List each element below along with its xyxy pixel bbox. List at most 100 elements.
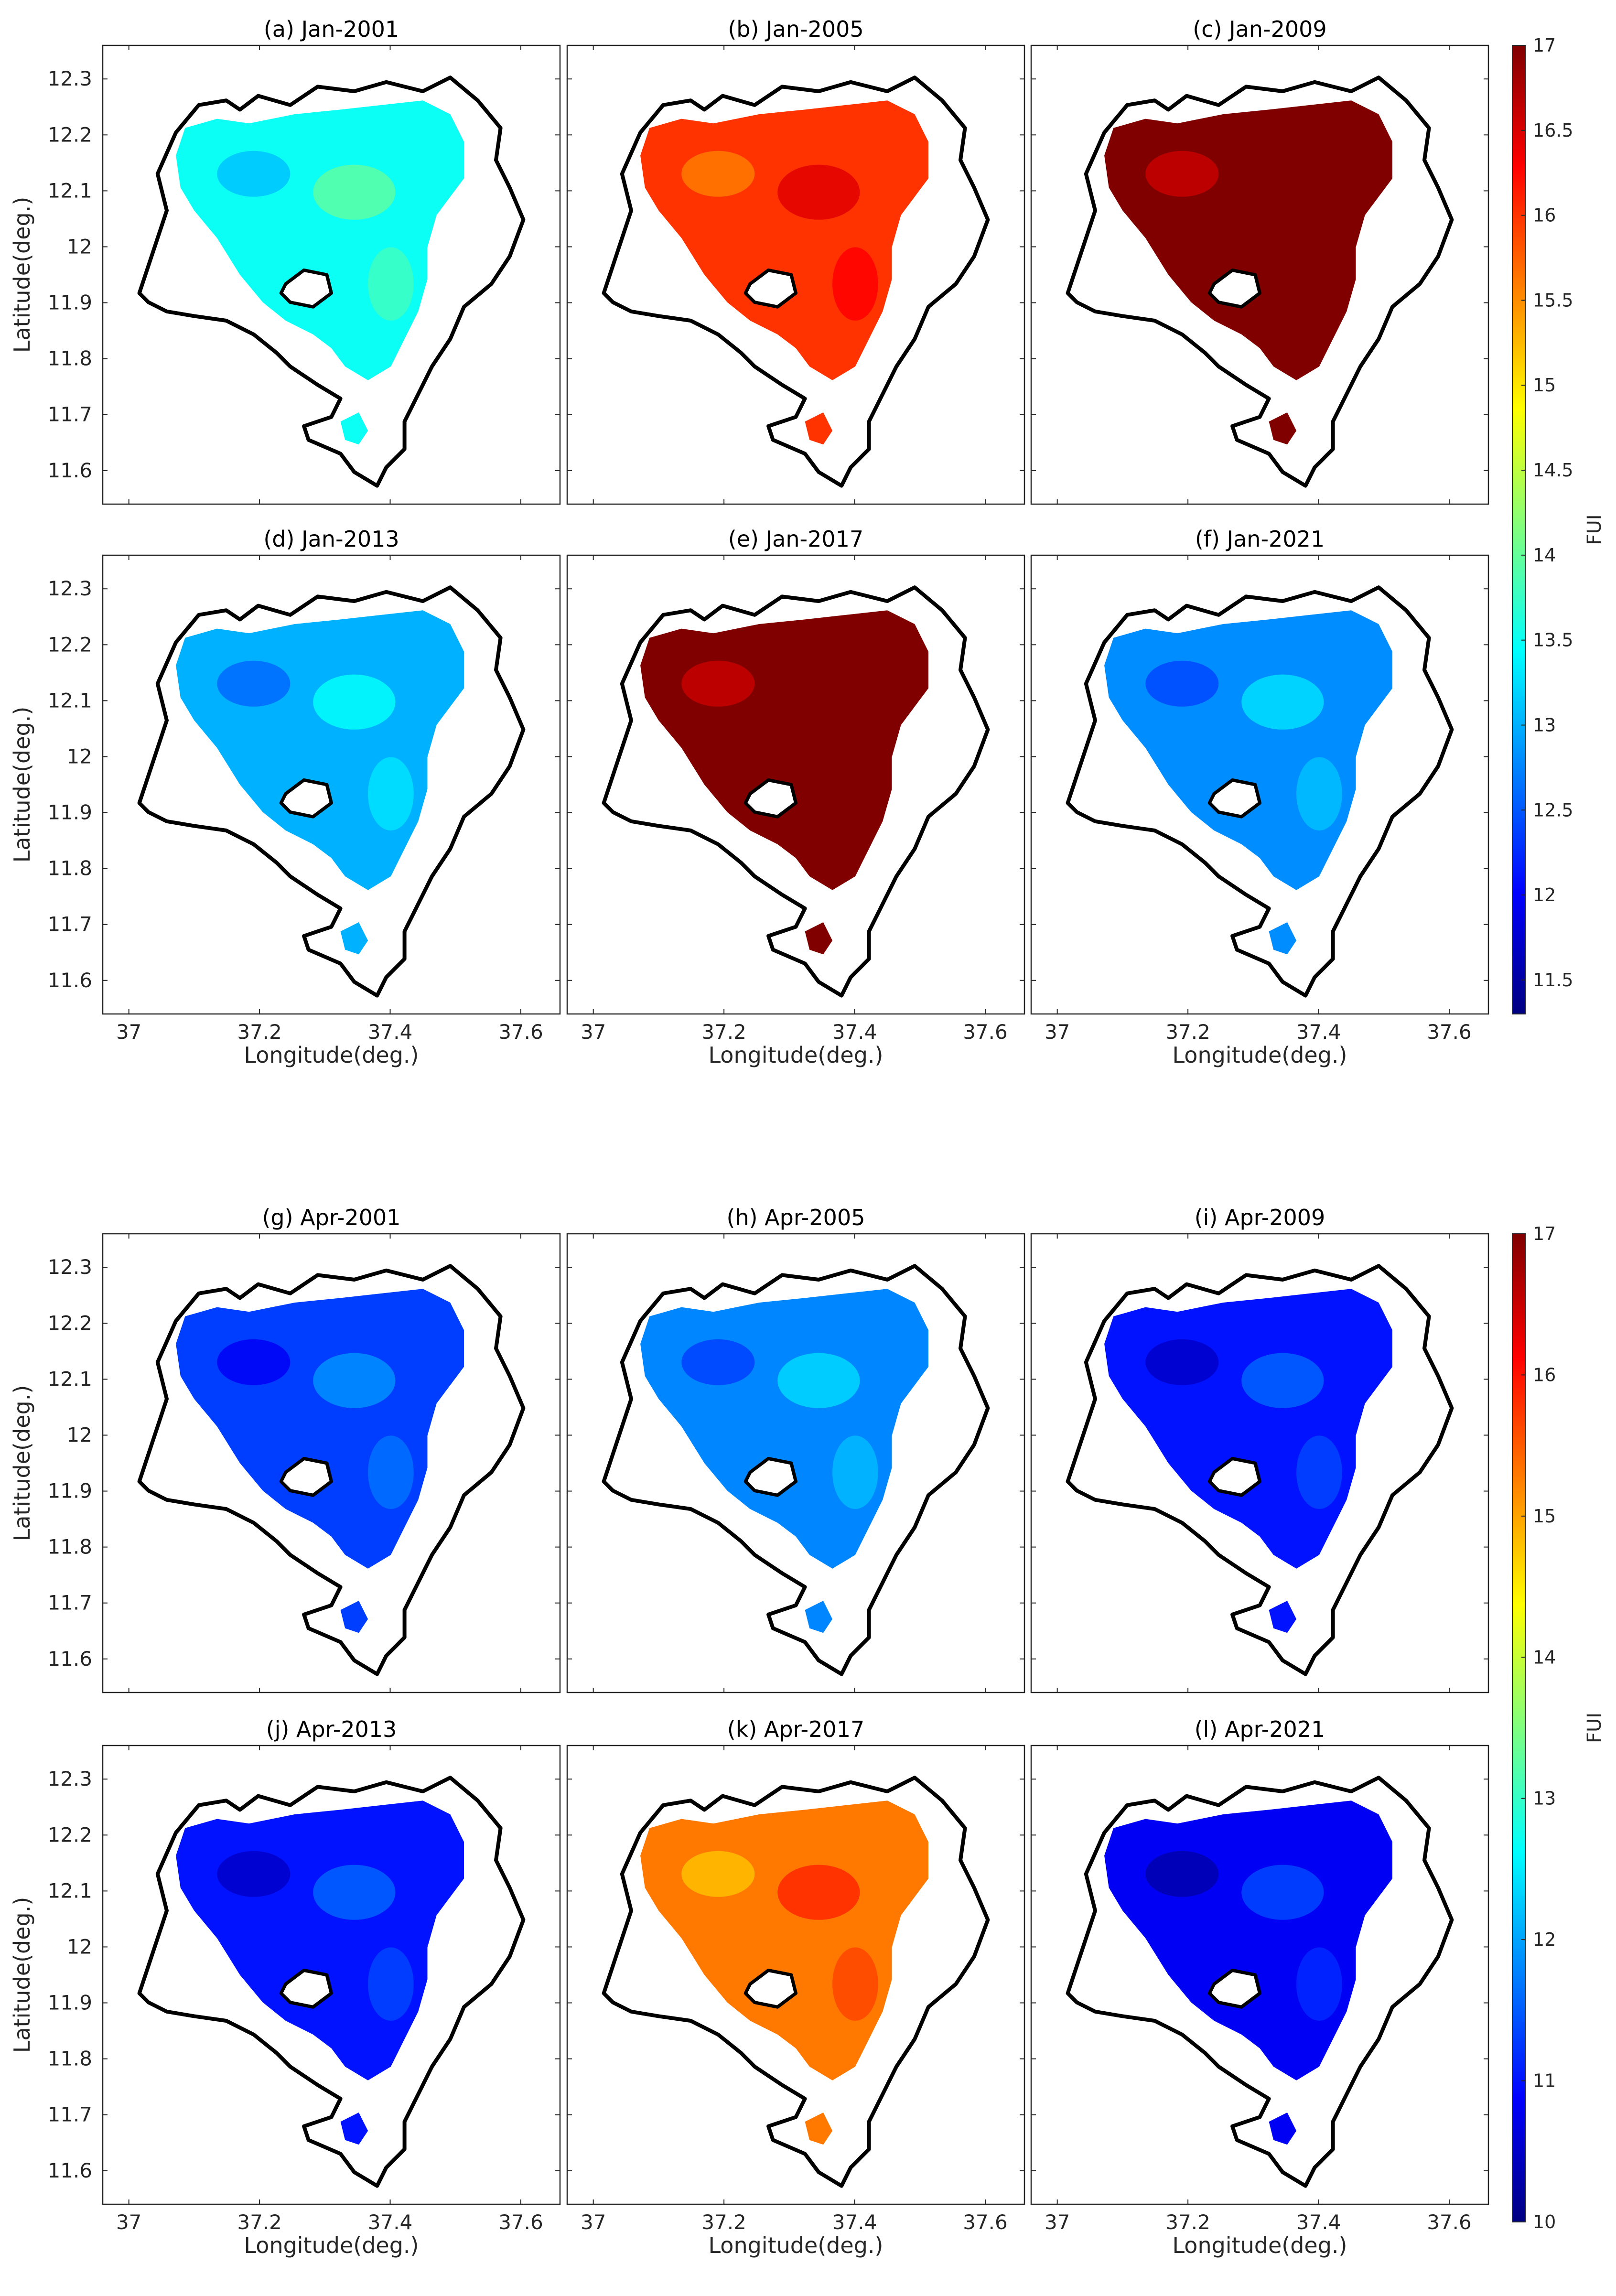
fui-patch [313, 1353, 396, 1408]
y-tick-label: 12 [67, 744, 92, 768]
panel-title: (k) Apr-2017 [727, 1716, 864, 1742]
island-outline [1207, 1456, 1261, 1497]
lake-boundary-outline [602, 1264, 990, 1676]
y-tick-label: 12.2 [47, 633, 92, 656]
x-axis-label: Longitude(deg.) [708, 2232, 883, 2258]
panel-title: (i) Apr-2009 [1195, 1205, 1325, 1230]
x-axis-label: Longitude(deg.) [244, 1042, 419, 1068]
colorbar-january: 17 16.5 16 15.5 15 14.5 14 13.5 13 12.5 12 11.5 FUI [1512, 35, 1605, 1014]
panel-title: (c) Jan-2009 [1193, 16, 1326, 42]
y-tick-label: 12.1 [47, 689, 92, 712]
panel-h: (h) Apr-2005 [566, 1205, 1025, 1693]
y-tick-label: 11.8 [47, 1535, 92, 1559]
fui-patch [1241, 1353, 1324, 1408]
x-tick-label: 37.4 [368, 1020, 413, 1044]
fui-patch [832, 1435, 878, 1509]
fui-patch [1145, 1851, 1219, 1897]
lake-boundary-outline [137, 1264, 526, 1676]
fui-patch [217, 660, 291, 707]
island-outline [279, 778, 333, 819]
y-tick-label: 11.8 [47, 857, 92, 880]
fui-bay-patch [805, 1601, 833, 1633]
x-tick-label: 37 [116, 1020, 141, 1044]
fui-patch [313, 164, 396, 220]
fui-patch [313, 674, 396, 730]
fui-patch [832, 1947, 878, 2021]
x-tick-label: 37.6 [1427, 1020, 1472, 1044]
colorbar-tick-label: 15 [1533, 375, 1556, 396]
y-tick-label: 12.1 [47, 1879, 92, 1902]
panel-g: (g) Apr-2001 12.3 12.2 12.1 12 11.9 11.8 11.7 11… [9, 1205, 561, 1693]
fui-patch [832, 757, 878, 830]
colorbar-gradient [1512, 1233, 1526, 2222]
y-tick-label: 11.9 [47, 291, 92, 314]
fui-patch [313, 1865, 396, 1920]
colorbar-tick-label: 10 [1533, 2211, 1556, 2232]
panel-a: (a) Jan-2001 12.3 12.2 12.1 12 11.9 11.8 11.7 11… [9, 16, 561, 505]
fui-patch [1145, 151, 1219, 197]
colorbar-gradient [1512, 45, 1526, 1014]
fui-bay-patch [805, 922, 833, 955]
x-tick-label: 37 [1045, 1020, 1070, 1044]
panel-title: (b) Jan-2005 [728, 16, 863, 42]
fui-patch [1296, 247, 1342, 321]
y-axis-label: Latitude(deg.) [9, 1385, 35, 1541]
fui-patch [1296, 757, 1342, 830]
island-outline [743, 778, 797, 819]
colorbar-tick-label: 16 [1533, 205, 1556, 226]
lake-boundary-outline [1066, 1776, 1454, 2188]
y-axis-label: Latitude(deg.) [9, 197, 35, 353]
x-tick-label: 37.6 [498, 2210, 543, 2234]
island-outline [279, 1456, 333, 1497]
colorbar-label: FUI [1584, 1713, 1605, 1743]
y-tick-label: 12 [67, 1935, 92, 1958]
colorbar-tick-label: 13.5 [1533, 630, 1573, 651]
fui-patch [368, 247, 414, 321]
fui-patch [777, 674, 860, 730]
lake-boundary-outline [602, 1776, 990, 2188]
y-tick-label: 12.2 [47, 1311, 92, 1335]
x-tick-label: 37.2 [1165, 1020, 1210, 1044]
fui-bay-patch [805, 412, 833, 445]
fui-patch [368, 1435, 414, 1509]
y-tick-label: 12.3 [47, 1767, 92, 1790]
y-tick-label: 11.7 [47, 403, 92, 426]
fui-patch [1145, 1339, 1219, 1385]
fui-patch [217, 1851, 291, 1897]
x-tick-label: 37 [1045, 2210, 1070, 2234]
y-tick-label: 12.1 [47, 1367, 92, 1391]
colorbar-tick-label: 17 [1533, 1223, 1556, 1244]
panel-title: (f) Jan-2021 [1195, 526, 1325, 552]
x-tick-label: 37.4 [832, 1020, 877, 1044]
fui-patch [1296, 1435, 1342, 1509]
y-tick-label: 11.6 [47, 459, 92, 482]
fui-patch [217, 151, 291, 197]
fui-bay-patch [1269, 922, 1297, 955]
island-outline [279, 268, 333, 309]
fui-patch [681, 151, 755, 197]
panel-title: (e) Jan-2017 [728, 526, 863, 552]
panel-f: (f) Jan-2021 37 37.2 37.4 37.6 Longitude(deg.… [1030, 526, 1489, 1068]
y-tick-label: 11.6 [47, 1647, 92, 1671]
y-tick-label: 11.8 [47, 2047, 92, 2070]
fui-patch [1241, 1865, 1324, 1920]
panel-title: (a) Jan-2001 [264, 16, 399, 42]
x-tick-label: 37.6 [963, 1020, 1008, 1044]
island-outline [743, 1456, 797, 1497]
colorbar-label: FUI [1584, 514, 1605, 545]
panel-i: (i) Apr-2009 [1030, 1205, 1489, 1693]
panel-title: (d) Jan-2013 [263, 526, 399, 552]
x-tick-label: 37.4 [368, 2210, 413, 2234]
fui-patch [681, 1851, 755, 1897]
x-tick-label: 37.4 [832, 2210, 877, 2234]
fui-patch [681, 660, 755, 707]
fui-patch [777, 1865, 860, 1920]
fui-patch [1145, 660, 1219, 707]
island-outline [1207, 1968, 1261, 2009]
x-axis-label: Longitude(deg.) [1172, 2232, 1347, 2258]
fui-patch [368, 1947, 414, 2021]
x-tick-label: 37.2 [237, 2210, 282, 2234]
x-tick-label: 37.6 [963, 2210, 1008, 2234]
